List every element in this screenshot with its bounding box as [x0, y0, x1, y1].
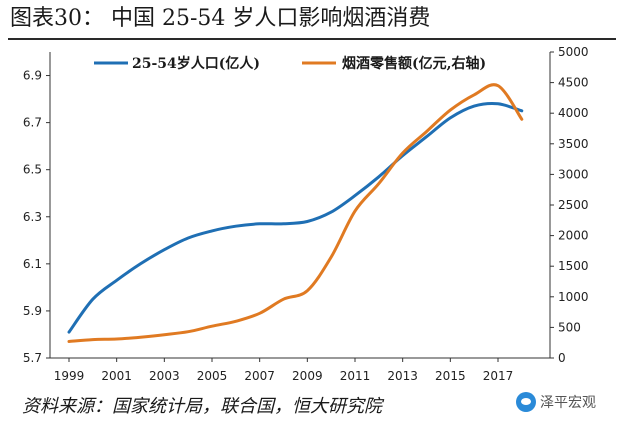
liquor-sales-series-line — [67, 83, 524, 343]
x-tick-label: 2013 — [387, 369, 418, 383]
watermark: 泽平宏观 — [516, 390, 596, 414]
x-tick-label: 2001 — [101, 369, 132, 383]
y-right-tick-label: 2000 — [558, 229, 589, 243]
y-left-tick-label: 6.9 — [23, 69, 42, 83]
x-tick-label: 2007 — [244, 369, 275, 383]
chart-tick-labels: 5.7 5.9 6.1 6.3 6.5 6.7 6.9 0 500 1000 1500 2000 250… — [23, 45, 589, 383]
population-series-line — [67, 101, 524, 334]
y-right-tick-label: 3500 — [558, 137, 589, 151]
y-left-tick-label: 5.7 — [23, 351, 42, 365]
y-left-tick-label: 6.3 — [23, 210, 42, 224]
x-tick-label: 1999 — [54, 369, 85, 383]
source-note: 资料来源：国家统计局，联合国，恒大研究院 — [22, 396, 382, 417]
y-right-tick-label: 1500 — [558, 259, 589, 273]
title-divider — [8, 38, 616, 40]
y-left-tick-label: 6.7 — [23, 116, 42, 130]
chart-axes — [46, 51, 554, 362]
chart-legend: 25-54岁人口(亿人) 烟酒零售额(亿元,右轴) — [94, 55, 486, 72]
chart-title: 图表30： 中国 25-54 岁人口影响烟酒消费 — [10, 6, 431, 31]
y-right-tick-label: 0 — [558, 351, 566, 365]
y-right-tick-label: 1000 — [558, 290, 589, 304]
y-right-tick-label: 4000 — [558, 106, 589, 120]
watermark-text: 泽平宏观 — [540, 395, 596, 411]
y-right-tick-label: 4500 — [558, 76, 589, 90]
y-left-tick-label: 6.1 — [23, 257, 42, 271]
y-right-tick-label: 5000 — [558, 45, 589, 59]
x-tick-label: 2017 — [483, 369, 514, 383]
x-tick-label: 2011 — [340, 369, 371, 383]
y-right-tick-label: 3000 — [558, 167, 589, 181]
x-tick-label: 2015 — [435, 369, 466, 383]
x-tick-label: 2009 — [292, 369, 323, 383]
x-tick-label: 2003 — [149, 369, 180, 383]
legend-label-liquor: 烟酒零售额(亿元,右轴) — [342, 55, 486, 72]
legend-label-population: 25-54岁人口(亿人) — [132, 55, 260, 72]
y-right-tick-label: 500 — [558, 320, 581, 334]
y-left-tick-label: 6.5 — [23, 163, 42, 177]
y-right-tick-label: 2500 — [558, 198, 589, 212]
y-left-tick-label: 5.9 — [23, 304, 42, 318]
x-tick-label: 2005 — [197, 369, 228, 383]
wechat-logo-icon — [516, 392, 536, 412]
chart-series — [67, 83, 524, 343]
